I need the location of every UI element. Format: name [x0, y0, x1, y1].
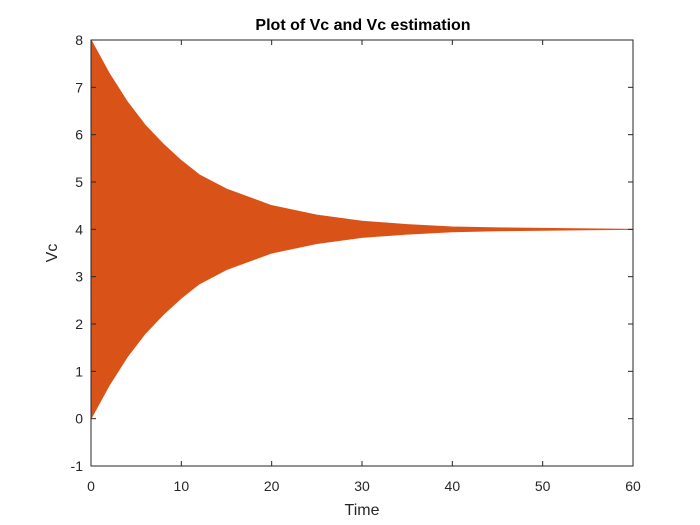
y-tick-label: 6 — [75, 127, 83, 143]
series-band-0 — [90, 39, 634, 419]
chart-title: Plot of Vc and Vc estimation — [255, 17, 470, 34]
y-tick-label: 7 — [75, 79, 83, 95]
x-tick-label: 60 — [625, 478, 641, 494]
x-tick-label: 20 — [264, 478, 280, 494]
y-tick-label: 4 — [75, 221, 83, 237]
x-axis-label: Time — [345, 502, 380, 519]
y-tick-label: 0 — [75, 411, 83, 427]
y-tick-label: 1 — [75, 363, 83, 379]
x-tick-label: 50 — [535, 478, 551, 494]
y-tick-label: -1 — [71, 458, 84, 474]
x-tick-label: 10 — [174, 478, 190, 494]
y-tick-label: 2 — [75, 316, 83, 332]
y-tick-label: 3 — [75, 269, 83, 285]
x-tick-label: 40 — [445, 478, 461, 494]
y-tick-label: 5 — [75, 174, 83, 190]
y-tick-label: 8 — [75, 32, 83, 48]
y-axis-label: Vc — [44, 244, 61, 263]
x-tick-label: 0 — [87, 478, 95, 494]
x-tick-label: 30 — [354, 478, 370, 494]
